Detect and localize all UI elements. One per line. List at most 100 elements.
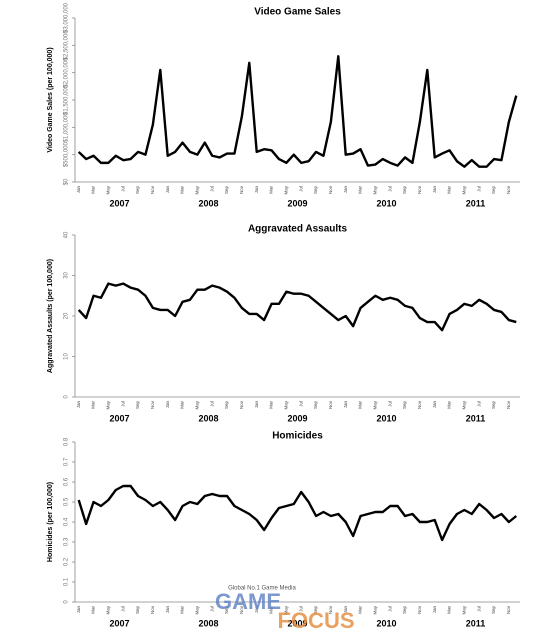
x-tick-label: Jul bbox=[476, 401, 481, 407]
x-tick-label: Jul bbox=[298, 401, 303, 407]
x-tick-label: May bbox=[284, 400, 289, 409]
x-tick-label: Mar bbox=[447, 605, 452, 613]
x-tick-label: May bbox=[462, 185, 467, 194]
x-tick-label: Sep bbox=[135, 606, 140, 615]
x-tick-label: May bbox=[284, 185, 289, 194]
x-tick-label: Nov bbox=[506, 605, 511, 614]
x-tick-label: Mar bbox=[91, 400, 96, 408]
y-tick-label: $1,000,000 bbox=[64, 112, 70, 143]
x-tick-label: May bbox=[373, 185, 378, 194]
y-tick-label: $2,000,000 bbox=[64, 57, 70, 88]
x-tick-label: Mar bbox=[91, 185, 96, 193]
y-tick-label: 0.8 bbox=[64, 437, 70, 446]
y-tick-label: 20 bbox=[64, 312, 70, 319]
x-tick-label: Nov bbox=[328, 400, 333, 409]
year-label: 2011 bbox=[466, 413, 486, 423]
year-label: 2010 bbox=[376, 198, 396, 208]
year-label: 2007 bbox=[109, 198, 129, 208]
x-tick-label: Jan bbox=[254, 606, 259, 614]
chart-title: Video Game Sales bbox=[254, 7, 341, 18]
y-axis-label: Video Game Sales (per 100,000) bbox=[47, 47, 54, 152]
x-tick-label: Jul bbox=[209, 401, 214, 407]
year-label: 2009 bbox=[287, 413, 307, 423]
x-tick-label: Jul bbox=[120, 186, 125, 192]
y-axis-label: Homicides (per 100,000) bbox=[47, 482, 54, 562]
x-tick-label: Sep bbox=[224, 606, 229, 615]
x-tick-label: Jan bbox=[76, 186, 81, 194]
x-tick-label: May bbox=[195, 400, 200, 409]
y-tick-label: $1,500,000 bbox=[64, 84, 70, 115]
chart-title: Aggravated Assaults bbox=[248, 224, 348, 235]
x-tick-label: May bbox=[106, 400, 111, 409]
x-tick-label: Jan bbox=[343, 186, 348, 194]
x-tick-label: Mar bbox=[91, 605, 96, 613]
x-tick-label: Jul bbox=[298, 606, 303, 612]
y-tick-label: $2,500,000 bbox=[64, 30, 70, 61]
x-tick-label: Nov bbox=[417, 185, 422, 194]
y-axis-label: Aggravated Assaults (per 100,000) bbox=[47, 259, 54, 373]
year-label: 2007 bbox=[109, 618, 129, 628]
watermark-brand: GAME bbox=[215, 589, 281, 614]
year-label: 2011 bbox=[466, 618, 486, 628]
x-tick-label: Jan bbox=[76, 401, 81, 409]
x-tick-label: Mar bbox=[447, 400, 452, 408]
x-tick-label: Jan bbox=[432, 606, 437, 614]
y-tick-label: 0.2 bbox=[64, 557, 70, 566]
year-label: 2009 bbox=[287, 198, 307, 208]
year-label: 2010 bbox=[376, 413, 396, 423]
x-tick-label: Mar bbox=[180, 400, 185, 408]
year-label: 2008 bbox=[198, 198, 218, 208]
year-label: 2008 bbox=[198, 413, 218, 423]
x-tick-label: Nov bbox=[506, 400, 511, 409]
x-tick-label: Sep bbox=[491, 606, 496, 615]
x-tick-label: Mar bbox=[269, 605, 274, 613]
x-tick-label: Jul bbox=[120, 606, 125, 612]
x-tick-label: May bbox=[373, 605, 378, 614]
x-tick-label: Mar bbox=[358, 185, 363, 193]
x-tick-label: Jul bbox=[298, 186, 303, 192]
x-tick-label: Nov bbox=[328, 605, 333, 614]
y-tick-label: $0 bbox=[64, 178, 70, 185]
y-tick-label: 10 bbox=[64, 353, 70, 360]
x-tick-label: Sep bbox=[313, 186, 318, 195]
x-tick-label: Jul bbox=[476, 606, 481, 612]
x-tick-label: Nov bbox=[150, 185, 155, 194]
y-tick-label: $3,000,000 bbox=[64, 2, 70, 33]
x-tick-label: Sep bbox=[224, 186, 229, 195]
x-tick-label: Nov bbox=[417, 605, 422, 614]
x-tick-label: Sep bbox=[402, 401, 407, 410]
x-tick-label: May bbox=[195, 605, 200, 614]
x-tick-label: Jul bbox=[476, 186, 481, 192]
x-tick-label: Nov bbox=[417, 400, 422, 409]
x-tick-label: Nov bbox=[239, 605, 244, 614]
x-tick-label: May bbox=[373, 400, 378, 409]
x-tick-label: Sep bbox=[313, 401, 318, 410]
year-label: 2009 bbox=[287, 618, 307, 628]
x-tick-label: Nov bbox=[506, 185, 511, 194]
x-tick-label: Nov bbox=[239, 185, 244, 194]
x-tick-label: Mar bbox=[180, 605, 185, 613]
x-tick-label: Jan bbox=[165, 186, 170, 194]
y-tick-label: 30 bbox=[64, 272, 70, 279]
x-tick-label: May bbox=[462, 605, 467, 614]
x-tick-label: Mar bbox=[180, 185, 185, 193]
x-tick-label: Mar bbox=[447, 185, 452, 193]
y-tick-label: 0.6 bbox=[64, 477, 70, 486]
x-tick-label: Mar bbox=[269, 185, 274, 193]
x-tick-label: Mar bbox=[269, 400, 274, 408]
year-label: 2011 bbox=[466, 198, 486, 208]
x-tick-label: Sep bbox=[491, 401, 496, 410]
y-tick-label: 0.3 bbox=[64, 537, 70, 546]
x-tick-label: Sep bbox=[135, 186, 140, 195]
x-tick-label: Nov bbox=[328, 185, 333, 194]
x-tick-label: Nov bbox=[150, 400, 155, 409]
x-tick-label: Jan bbox=[165, 401, 170, 409]
x-tick-label: Sep bbox=[135, 401, 140, 410]
year-label: 2007 bbox=[109, 413, 129, 423]
y-tick-label: $500,000 bbox=[64, 141, 70, 167]
watermark-brand: FOCUS bbox=[278, 608, 355, 633]
x-tick-label: Jul bbox=[209, 186, 214, 192]
x-tick-label: Jan bbox=[432, 186, 437, 194]
